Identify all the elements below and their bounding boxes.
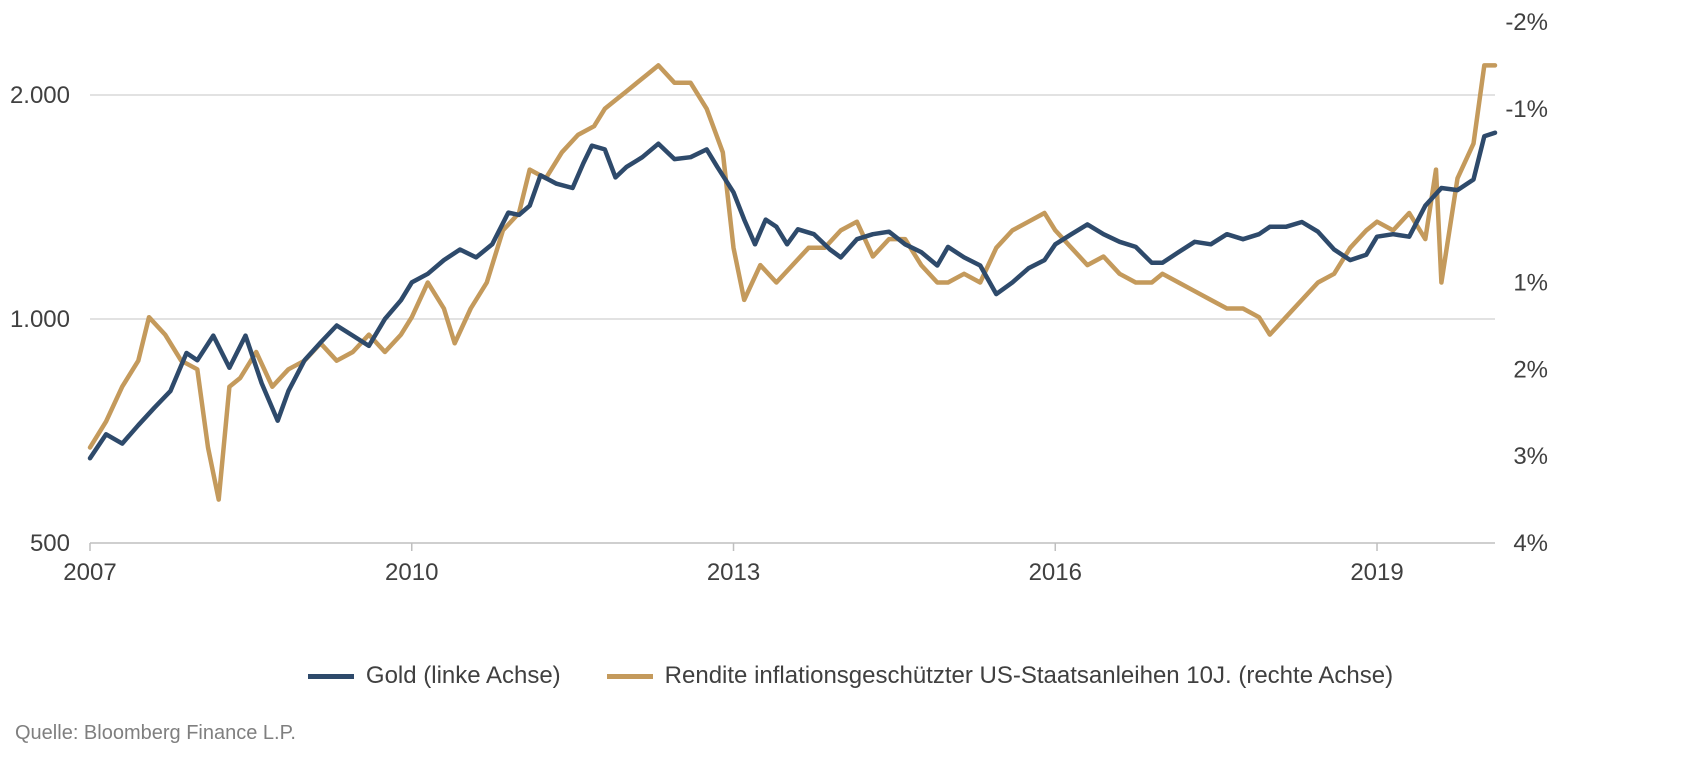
y-right-tick-label: 2%: [1513, 356, 1548, 383]
source-note: Quelle: Bloomberg Finance L.P.: [15, 722, 296, 744]
legend-swatch-tips: [606, 673, 653, 679]
x-axis: 2007 2010 2013 2016 2019: [63, 542, 1495, 586]
y-right-tick-label: 3%: [1513, 443, 1548, 470]
legend-item-tips: Rendite inflationsgeschützter US-Staatsa…: [606, 662, 1394, 690]
legend-swatch-gold: [307, 673, 354, 679]
x-tick-label: 2016: [1029, 559, 1082, 586]
chart-svg: 2007 2010 2013 2016 2019 500 1.000 2.000 -2% -1…: [10, 9, 1548, 586]
series-line-gold: [87, 130, 1498, 461]
y-axis-right: -2% -1% 1% 2% 3% 4%: [1505, 9, 1548, 557]
legend-item-gold: Gold (linke Achse): [307, 662, 561, 690]
y-right-tick-label: 1%: [1513, 270, 1548, 297]
y-right-tick-label: -1%: [1505, 96, 1548, 123]
legend-label-gold: Gold (linke Achse): [365, 662, 561, 689]
x-tick-label: 2007: [63, 559, 116, 586]
y-right-tick-label: -2%: [1505, 9, 1548, 36]
plot-lines: [87, 63, 1498, 502]
y-left-tick-label: 2.000: [10, 82, 70, 109]
series-line-tips: [87, 63, 1498, 502]
legend-label-tips: Rendite inflationsgeschützter US-Staatsa…: [664, 662, 1394, 689]
y-right-tick-label: 4%: [1513, 530, 1548, 557]
y-axis-left: 500 1.000 2.000: [10, 82, 70, 557]
x-tick-label: 2013: [707, 559, 760, 586]
x-tick-label: 2010: [385, 559, 438, 586]
legend: Gold (linke Achse) Rendite inflationsges…: [0, 662, 1701, 690]
y-left-tick-label: 1.000: [10, 306, 70, 333]
x-tick-label: 2019: [1350, 559, 1403, 586]
gridlines: [90, 94, 1495, 320]
y-left-tick-label: 500: [30, 530, 70, 557]
